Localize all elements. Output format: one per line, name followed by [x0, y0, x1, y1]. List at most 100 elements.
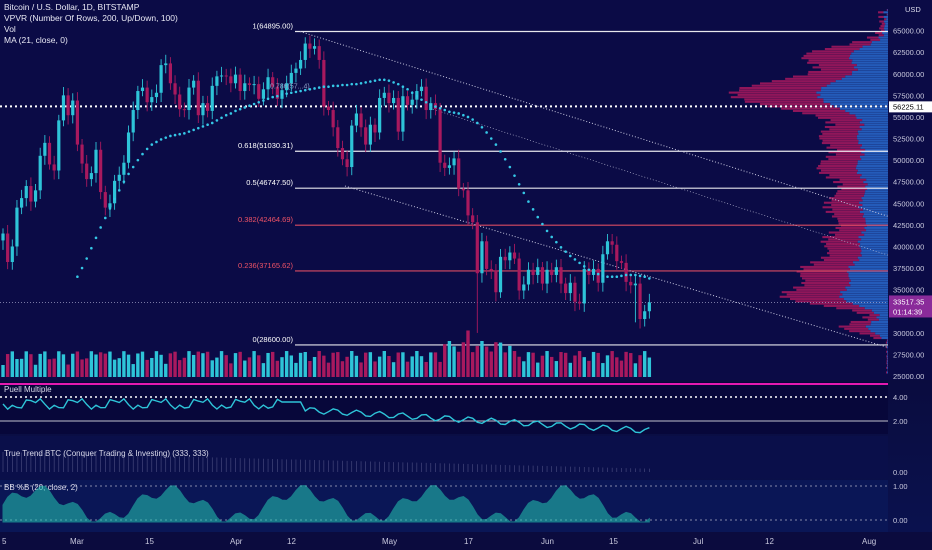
candle-body	[340, 148, 345, 160]
candle-body	[66, 95, 70, 116]
candle-body	[285, 83, 289, 91]
volume-bar	[354, 355, 359, 377]
vpvr-row-up	[878, 36, 888, 39]
candle-body	[610, 241, 614, 245]
fib-level-label: 0(28600.00)	[253, 335, 294, 344]
volume-bar	[201, 353, 205, 377]
vpvr-row-down	[842, 183, 868, 186]
ma-point	[624, 273, 628, 277]
volume-bar	[475, 346, 479, 377]
volume-bar	[303, 352, 307, 377]
vpvr-row-down	[886, 359, 888, 363]
ma-point	[350, 82, 354, 86]
vpvr-row-down	[823, 201, 860, 204]
candle-body	[271, 77, 275, 87]
candle-body	[103, 192, 107, 208]
ma-point	[303, 88, 307, 92]
volume-bar	[415, 351, 419, 377]
volume-bar	[312, 356, 317, 377]
ma-indicator-label[interactable]: MA (21, close, 0)	[4, 35, 68, 45]
vpvr-row-down	[850, 320, 872, 324]
vpvr-row-down	[823, 259, 860, 262]
candle-body	[405, 96, 410, 105]
vpvr-row-up	[862, 208, 888, 211]
volume-bar	[443, 344, 447, 377]
candle-body	[401, 96, 405, 132]
volume-bar	[103, 353, 107, 377]
candle-body	[619, 261, 624, 263]
ma-point	[471, 118, 474, 121]
ma-point	[178, 132, 181, 136]
vpvr-row-down	[813, 263, 855, 266]
ma-point	[452, 111, 456, 114]
vpvr-indicator-label[interactable]: VPVR (Number Of Rows, 200, Up/Down, 100)	[4, 13, 178, 23]
vpvr-row-down	[792, 109, 846, 112]
puell-pane-bg	[0, 382, 888, 434]
vpvr-row-up	[860, 242, 888, 246]
vpvr-row-down	[836, 192, 865, 195]
volume-bar	[224, 355, 228, 377]
ma-point	[80, 266, 84, 270]
candle-body	[243, 83, 247, 92]
price-tick-label: 55000.00	[893, 113, 924, 122]
vpvr-row-up	[864, 192, 888, 195]
truetrend-title: True Trend BTC (Conquer Trading & Invest…	[4, 449, 209, 458]
volume-indicator-label[interactable]: Vol	[4, 24, 16, 34]
ma-point	[197, 126, 200, 130]
vpvr-row-down	[866, 36, 879, 39]
vpvr-row-up	[857, 169, 888, 172]
vpvr-row-down	[821, 142, 859, 145]
vpvr-row-down	[831, 215, 863, 218]
ma-point	[257, 100, 261, 104]
vpvr-row-up	[887, 371, 888, 374]
symbol-title[interactable]: Bitcoin / U.S. Dollar, 1D, BITSTAMP	[4, 2, 140, 12]
ma-point	[615, 275, 619, 278]
volume-bar	[266, 352, 270, 377]
ma-point	[285, 92, 288, 95]
candle-body	[308, 43, 312, 49]
volume-bar	[577, 351, 582, 377]
vpvr-row-down	[833, 181, 864, 184]
candle-body	[601, 254, 605, 283]
volume-bar	[108, 351, 112, 377]
candle-body	[131, 110, 135, 133]
candle-body	[573, 282, 577, 302]
candle-body	[540, 267, 544, 284]
price-tick-label: 47500.00	[893, 178, 924, 187]
vpvr-row-down	[810, 261, 853, 264]
currency-label: USD	[905, 5, 921, 14]
candle-body	[364, 127, 368, 145]
vpvr-row-up	[861, 249, 888, 252]
volume-bar	[182, 357, 187, 377]
vpvr-row-down	[781, 291, 841, 294]
candle-body	[554, 267, 558, 275]
volume-bar	[43, 351, 47, 377]
volume-bar	[57, 351, 61, 377]
vpvr-row-down	[852, 309, 872, 312]
candle-body	[233, 74, 238, 84]
vpvr-row-down	[816, 167, 856, 170]
candle-body	[289, 72, 293, 84]
ma-point	[527, 200, 530, 203]
candle-body	[192, 80, 196, 88]
vpvr-row-down	[807, 61, 852, 64]
volume-bar	[187, 351, 191, 377]
vpvr-row-up	[859, 259, 888, 262]
candle-body	[145, 87, 149, 103]
ma-point	[299, 89, 302, 93]
vpvr-row-up	[854, 263, 888, 266]
vpvr-row-up	[823, 98, 888, 101]
ma-point	[136, 158, 140, 162]
candle-body	[526, 269, 531, 285]
volume-bar	[131, 364, 135, 377]
vpvr-row-up	[850, 279, 888, 282]
ma-point	[503, 157, 507, 161]
ma-point	[90, 246, 93, 250]
vpvr-row-down	[886, 366, 888, 369]
candle-body	[317, 46, 321, 60]
vpvr-row-down	[828, 151, 862, 154]
vpvr-row-down	[827, 247, 861, 250]
vpvr-row-down	[834, 213, 864, 216]
volume-bar	[629, 353, 633, 377]
